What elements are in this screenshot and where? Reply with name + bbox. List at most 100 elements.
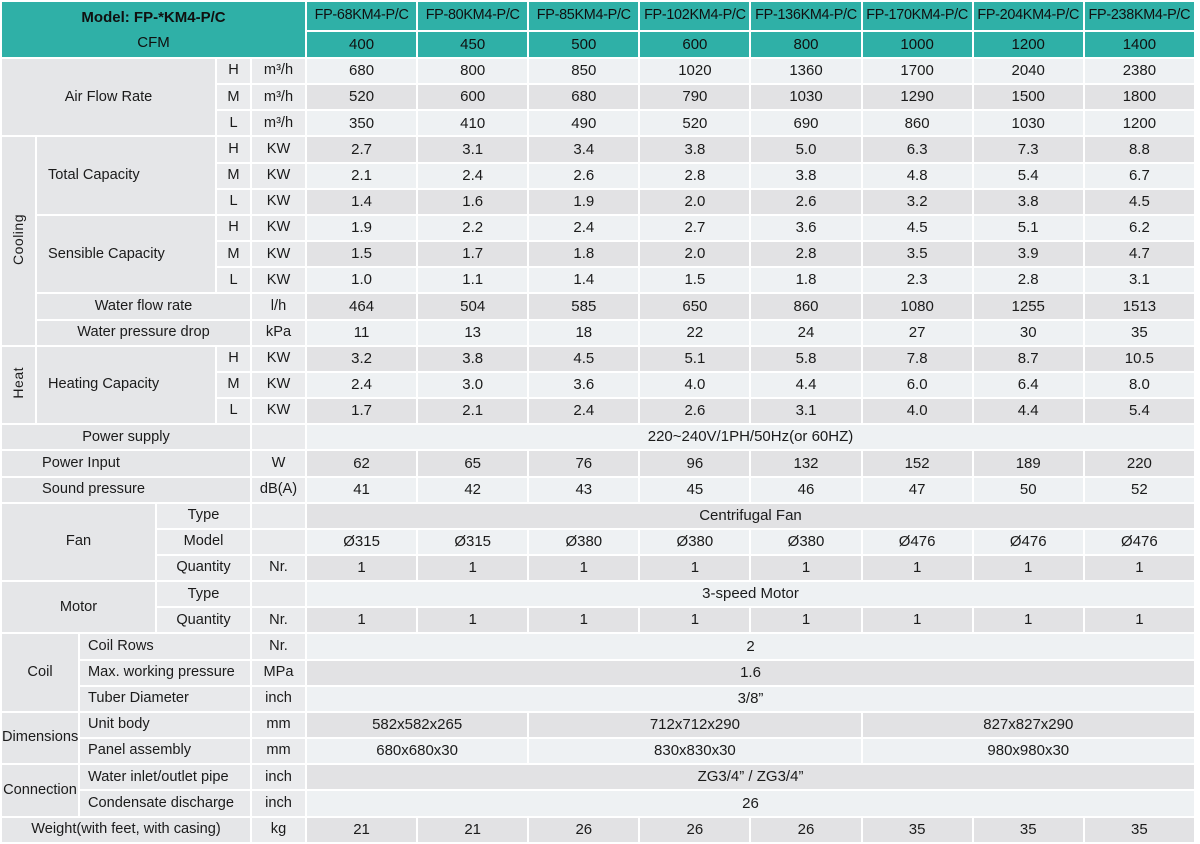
value-cell: 35	[1082, 815, 1197, 844]
model-column-header: FP-204KM4-P/C	[971, 0, 1085, 32]
row-sublabel: Model	[155, 527, 252, 556]
value-cell: 1.8	[749, 266, 863, 295]
spec-row: M KW 2.4 3.0 3.6 4.0 4.4 6.0 6.4 8.0	[1, 370, 1197, 400]
row-sublabel: M	[215, 370, 252, 400]
value-cell: 8.7	[971, 344, 1085, 373]
value-cell: 690	[749, 109, 863, 138]
value-cell: 4.5	[1082, 187, 1197, 216]
value-cell: Centrifugal Fan	[305, 501, 1196, 530]
spec-row: M KW 2.1 2.4 2.6 2.8 3.8 4.8 5.4 6.7	[1, 161, 1197, 190]
value-cell: 3.8	[971, 187, 1085, 216]
row-label: Total Capacity	[35, 135, 217, 216]
spec-row: Power Input W 62 65 76 96 132 152 189 220	[0, 449, 1197, 478]
value-cell: 2.6	[749, 187, 863, 216]
value-cell: 3.2	[860, 187, 974, 216]
value-cell: 1255	[971, 292, 1085, 321]
value-cell: 3.2	[305, 344, 419, 373]
unit-label	[249, 527, 308, 556]
unit-label: KW	[249, 187, 308, 216]
value-cell: 680	[305, 56, 419, 86]
value-cell: 220~240V/1PH/50Hz(or 60HZ)	[305, 423, 1196, 452]
value-cell: 220	[1082, 449, 1197, 478]
row-sublabel: Type	[155, 580, 252, 609]
value-cell: 1.5	[305, 240, 419, 269]
value-cell: 1	[638, 553, 752, 583]
value-cell: 3.1	[749, 397, 863, 426]
value-cell: 1030	[749, 83, 863, 112]
row-sublabel: H	[215, 135, 252, 164]
row-sublabel: H	[215, 344, 252, 373]
unit-label: l/h	[249, 292, 308, 321]
row-label: Dimensions	[0, 710, 80, 766]
row-sublabel: Unit body	[78, 710, 252, 740]
value-cell: 4.5	[860, 213, 974, 243]
value-cell: 520	[638, 109, 752, 138]
row-sublabel: Quantity	[155, 606, 252, 635]
unit-label	[249, 580, 308, 609]
value-cell: 5.1	[971, 213, 1085, 243]
unit-label	[249, 423, 308, 452]
value-cell: 26	[527, 815, 641, 844]
value-cell: 1	[860, 553, 974, 583]
spec-row: Tuber Diameter inch 3/8”	[1, 684, 1196, 713]
unit-label: inch	[249, 763, 308, 792]
unit-label: KW	[249, 213, 308, 243]
value-cell: 680	[527, 83, 641, 112]
spec-row: Coil Coil Rows Nr. 2	[0, 632, 1196, 713]
row-sublabel: Water inlet/outlet pipe	[78, 763, 252, 792]
row-label: Heating Capacity	[35, 344, 217, 426]
value-cell: 2.0	[638, 187, 752, 216]
value-cell: 1	[749, 606, 863, 635]
spec-row: Panel assembly mm 680x680x30 830x830x30 980x…	[1, 737, 1197, 766]
unit-label: m³/h	[249, 109, 308, 138]
spec-row: Water flow rate l/h 464 504 585 650 860 1080 125…	[1, 292, 1197, 321]
value-cell: 464	[305, 292, 419, 321]
value-cell: 3/8”	[305, 684, 1196, 713]
row-sublabel: L	[215, 266, 252, 295]
unit-label: Nr.	[249, 632, 308, 661]
unit-label: KW	[249, 135, 308, 164]
value-cell: 680x680x30	[305, 737, 530, 766]
value-cell: 52	[1082, 475, 1197, 504]
spec-row: L KW 1.4 1.6 1.9 2.0 2.6 3.2 3.8 4.5	[1, 187, 1197, 216]
unit-label: Nr.	[249, 606, 308, 635]
row-sublabel: M	[215, 161, 252, 190]
value-cell: 1.4	[305, 187, 419, 216]
row-sublabel: L	[215, 397, 252, 426]
row-sublabel: M	[215, 240, 252, 269]
value-cell: 2	[305, 632, 1196, 661]
value-cell: 3.9	[971, 240, 1085, 269]
value-cell: 1	[305, 606, 419, 635]
value-cell: 3.6	[527, 370, 641, 400]
cfm-title: CFM	[137, 33, 170, 51]
value-cell: 3.0	[416, 370, 530, 400]
value-cell: 582x582x265	[305, 710, 530, 740]
value-cell: 2.8	[638, 161, 752, 190]
value-cell: 189	[971, 449, 1085, 478]
value-cell: 132	[749, 449, 863, 478]
value-cell: 1.4	[527, 266, 641, 295]
value-cell: 1290	[860, 83, 974, 112]
model-column-header: FP-170KM4-P/C	[860, 0, 974, 32]
group-label: Heat	[0, 344, 37, 426]
row-sublabel: Coil Rows	[78, 632, 252, 661]
value-cell: 2.7	[305, 135, 419, 164]
value-cell: 850	[527, 56, 641, 86]
spec-row: L KW 1.7 2.1 2.4 2.6 3.1 4.0 4.4 5.4	[1, 397, 1197, 426]
unit-label: dB(A)	[249, 475, 308, 504]
value-cell: 1080	[860, 292, 974, 321]
value-cell: ZG3/4” / ZG3/4”	[305, 763, 1196, 792]
cfm-value: 450	[416, 30, 530, 59]
row-sublabel: Type	[155, 501, 252, 530]
value-cell: Ø380	[638, 527, 752, 556]
unit-label: Nr.	[249, 553, 308, 583]
value-cell: 21	[416, 815, 530, 844]
row-sublabel: Panel assembly	[78, 737, 252, 766]
value-cell: 2.6	[527, 161, 641, 190]
value-cell: Ø315	[416, 527, 530, 556]
value-cell: 2.4	[416, 161, 530, 190]
value-cell: 2.2	[416, 213, 530, 243]
row-label: Motor	[0, 580, 157, 635]
